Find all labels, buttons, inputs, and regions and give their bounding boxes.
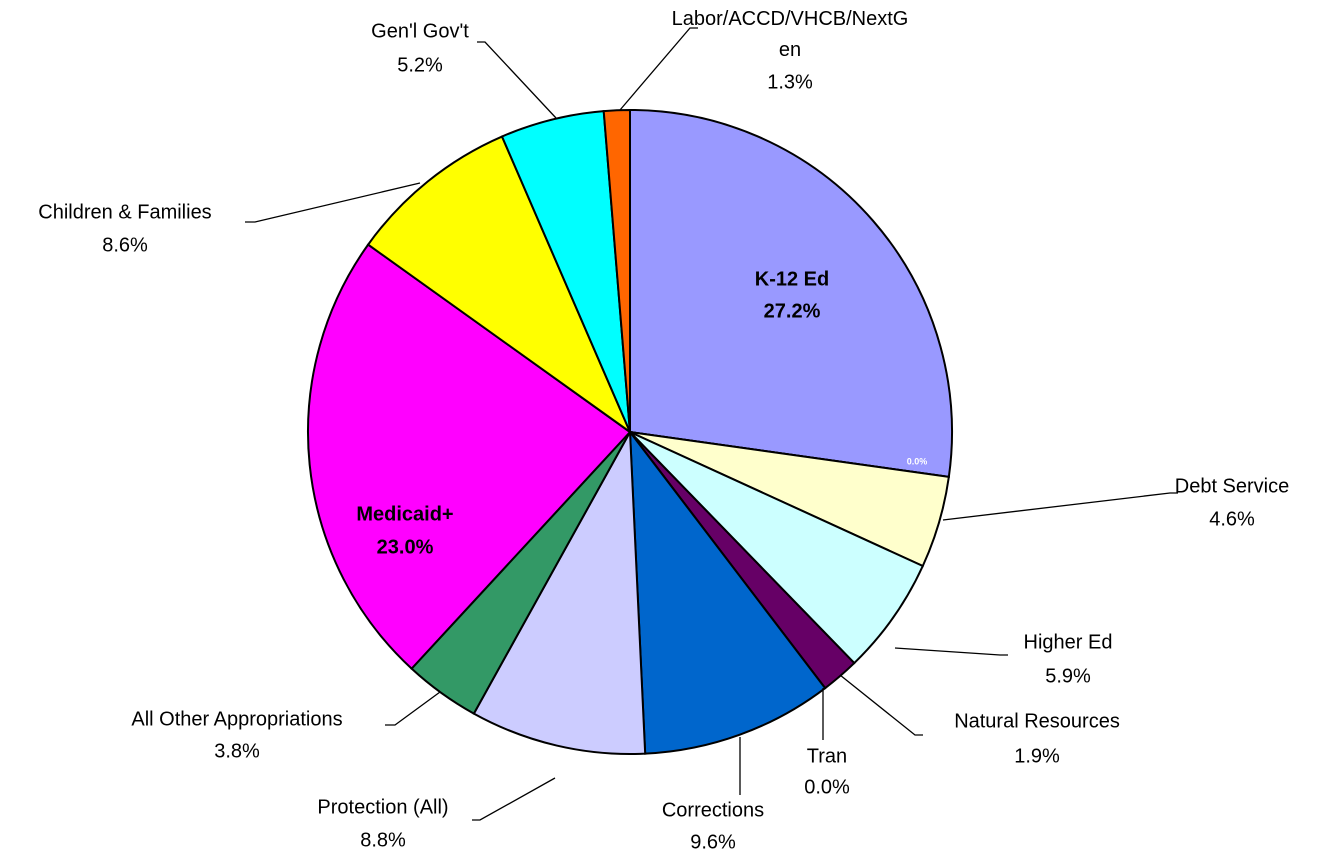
leader-line bbox=[472, 777, 556, 821]
leader-line bbox=[385, 691, 441, 726]
value-label: 0.0% bbox=[804, 776, 850, 798]
pie-slice bbox=[472, 428, 647, 755]
leader-line bbox=[619, 27, 698, 111]
leader-line bbox=[942, 492, 1178, 521]
slice-label: K-12 Ed bbox=[755, 268, 829, 290]
pie-slice bbox=[629, 108, 953, 479]
slice-label: All Other Appropriations bbox=[131, 708, 342, 730]
value-label: 4.6% bbox=[1209, 508, 1255, 530]
value-label: 27.2% bbox=[764, 300, 821, 322]
value-label: 0.0% bbox=[907, 456, 928, 466]
pie-slice bbox=[307, 243, 632, 671]
leader-line bbox=[894, 647, 1008, 656]
slice-label: Protection (All) bbox=[317, 796, 448, 818]
value-label: 23.0% bbox=[377, 536, 434, 558]
leader-line bbox=[245, 182, 421, 223]
value-label: 9.6% bbox=[690, 831, 736, 853]
value-label: 1.3% bbox=[767, 71, 813, 93]
slice-label: Natural Resources bbox=[954, 710, 1120, 732]
slice-label: Children & Families bbox=[38, 201, 211, 223]
value-label: 5.2% bbox=[397, 54, 443, 76]
value-label: 8.8% bbox=[360, 829, 406, 851]
leader-line bbox=[477, 41, 557, 119]
pie-slice bbox=[602, 108, 631, 433]
value-label: 1.9% bbox=[1014, 745, 1060, 767]
pie-slice bbox=[628, 428, 827, 755]
value-label: 5.9% bbox=[1045, 665, 1091, 687]
slice-label: Higher Ed bbox=[1024, 631, 1113, 653]
pie-slice bbox=[366, 135, 633, 435]
leader-line bbox=[839, 674, 923, 736]
slice-label: Corrections bbox=[662, 799, 764, 821]
slice-label: Medicaid+ bbox=[356, 503, 453, 525]
slice-label: Labor/ACCD/VHCB/NextG en bbox=[672, 8, 909, 61]
value-label: 8.6% bbox=[102, 234, 148, 256]
value-label: 3.8% bbox=[214, 740, 260, 762]
slice-label: Tran bbox=[807, 745, 847, 767]
slice-label: Debt Service bbox=[1175, 475, 1290, 497]
slice-label: Gen'l Gov't bbox=[371, 20, 469, 42]
